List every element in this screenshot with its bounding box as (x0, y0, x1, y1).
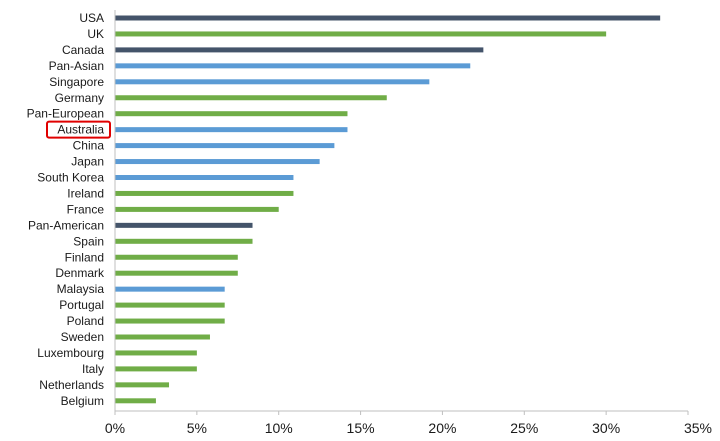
category-labels: USA UK Canada Pan-Asian Singapore Germany Pan-… (27, 11, 105, 408)
category-label-portugal: Portugal (59, 298, 104, 312)
category-label-italy: Italy (82, 362, 104, 376)
bar-luxembourg (115, 350, 197, 356)
x-tick-label: 25% (510, 420, 538, 436)
x-tick-label: 10% (265, 420, 293, 436)
bar-south-korea (115, 175, 294, 180)
x-tick-label: 0% (105, 420, 125, 436)
category-label-poland: Poland (67, 314, 104, 328)
category-label-uk: UK (87, 27, 104, 41)
bar-pan-asian (115, 63, 471, 69)
bar-pan-european (115, 111, 348, 117)
x-tick-label: 30% (592, 420, 620, 436)
bar-spain (115, 238, 253, 244)
bar-japan (115, 159, 320, 165)
x-tick-label: 20% (428, 420, 456, 436)
bar-pan-american (115, 222, 253, 228)
category-label-pan-asian: Pan-Asian (49, 59, 104, 73)
x-axis-ticks: 0% 5% 10% 15% 20% 25% 30% 35% (105, 411, 712, 436)
bar-canada (115, 47, 484, 53)
category-label-usa: USA (79, 11, 104, 25)
bar-singapore (115, 79, 430, 85)
bar-portugal (115, 302, 225, 308)
category-label-luxembourg: Luxembourg (37, 346, 104, 360)
category-label-singapore: Singapore (49, 75, 104, 89)
category-label-finland: Finland (65, 250, 104, 264)
category-label-denmark: Denmark (55, 266, 105, 280)
category-label-germany: Germany (55, 91, 104, 105)
bar-poland (115, 318, 225, 324)
bars-group (115, 15, 661, 404)
highlight-box (46, 120, 111, 139)
category-label-south-korea: South Korea (37, 171, 104, 185)
x-tick-label: 35% (684, 420, 712, 436)
x-tick-label: 5% (187, 420, 207, 436)
bar-belgium (115, 398, 156, 404)
category-label-spain: Spain (73, 234, 104, 248)
bar-denmark (115, 270, 238, 276)
bar-sweden (115, 334, 210, 340)
bar-usa (115, 15, 661, 21)
bar-france (115, 206, 279, 212)
bar-australia (115, 127, 348, 133)
category-label-france: France (67, 202, 105, 216)
bar-malaysia (115, 286, 225, 292)
category-label-australia: Australia (57, 123, 104, 137)
bar-netherlands (115, 382, 170, 388)
category-label-pan-european: Pan-European (27, 107, 104, 121)
bar-china (115, 143, 335, 149)
category-label-japan: Japan (71, 155, 104, 169)
bar-uk (115, 31, 607, 37)
bar-ireland (115, 190, 294, 196)
category-label-canada: Canada (62, 43, 104, 57)
x-tick-label: 15% (347, 420, 375, 436)
category-label-netherlands: Netherlands (39, 378, 104, 392)
category-label-ireland: Ireland (67, 186, 104, 200)
category-label-belgium: Belgium (61, 394, 104, 408)
bar-italy (115, 366, 197, 372)
bar-finland (115, 254, 238, 260)
category-label-pan-american: Pan-American (28, 218, 104, 232)
category-label-sweden: Sweden (61, 330, 104, 344)
category-label-china: China (73, 139, 105, 153)
category-label-malaysia: Malaysia (57, 282, 105, 296)
bar-germany (115, 95, 387, 101)
